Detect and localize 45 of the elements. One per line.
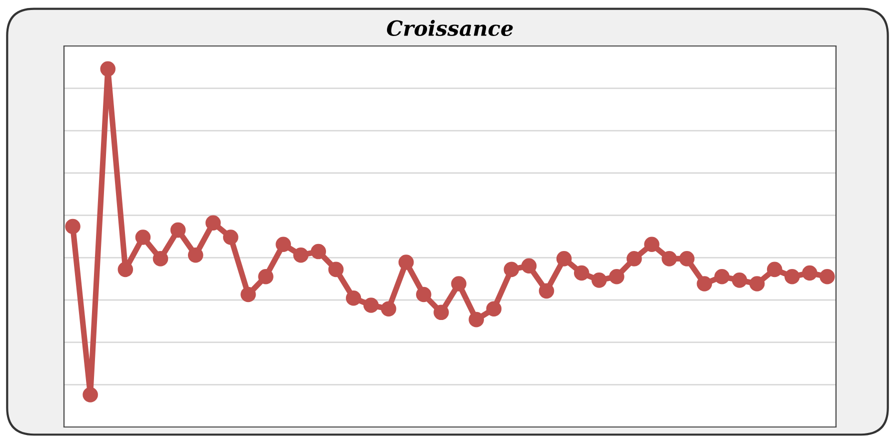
- point: [696, 276, 712, 292]
- point: [556, 251, 572, 266]
- point: [609, 268, 624, 284]
- point: [82, 387, 98, 402]
- point: [784, 268, 800, 284]
- point: [258, 268, 274, 284]
- point: [223, 230, 238, 245]
- point: [346, 290, 362, 306]
- point: [714, 268, 730, 284]
- point: [662, 251, 677, 266]
- point: [240, 286, 256, 302]
- point: [468, 312, 484, 328]
- point: [802, 265, 818, 281]
- point: [118, 262, 134, 278]
- point: [310, 244, 326, 260]
- point: [416, 286, 432, 302]
- point: [820, 268, 835, 284]
- point: [626, 251, 642, 266]
- point: [591, 272, 607, 288]
- point: [732, 272, 748, 288]
- point: [363, 298, 379, 313]
- point: [521, 258, 537, 274]
- point: [398, 254, 414, 270]
- point: [100, 61, 116, 77]
- point: [65, 218, 80, 234]
- point: [293, 247, 309, 263]
- point: [152, 251, 168, 266]
- point: [451, 276, 466, 292]
- point: [538, 283, 554, 299]
- point: [644, 236, 660, 252]
- point: [205, 215, 221, 231]
- point: [170, 222, 186, 238]
- chart-title: Croissance: [386, 20, 513, 36]
- point: [328, 262, 344, 278]
- point: [679, 251, 695, 266]
- point: [486, 301, 502, 316]
- point: [135, 230, 151, 245]
- point: [434, 304, 449, 320]
- point: [766, 262, 782, 278]
- point: [276, 236, 291, 252]
- point: [380, 301, 396, 316]
- point: [574, 265, 590, 281]
- point: [504, 262, 520, 278]
- point: [749, 276, 765, 292]
- point: [188, 247, 204, 263]
